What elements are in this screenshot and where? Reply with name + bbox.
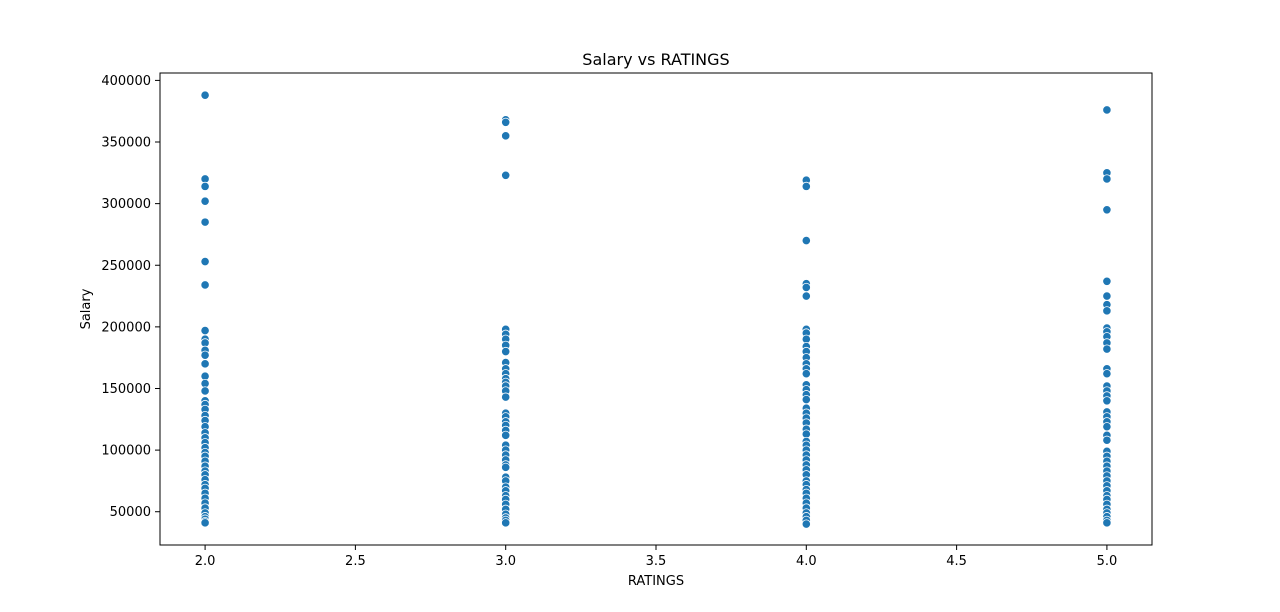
x-tick-label: 3.5 (646, 554, 667, 569)
data-point (501, 131, 511, 141)
data-point (200, 359, 210, 369)
y-axis-label: Salary (79, 288, 94, 329)
data-point (501, 518, 511, 528)
x-tick-label: 4.5 (946, 554, 967, 569)
data-point (1102, 518, 1112, 528)
data-point (200, 325, 210, 336)
data-point (1102, 205, 1112, 215)
x-tick-label: 2.5 (345, 554, 366, 569)
x-tick-label: 5.0 (1097, 554, 1118, 569)
data-point (1102, 276, 1112, 286)
plot-area (160, 73, 1152, 545)
data-point (1102, 422, 1112, 432)
data-point (200, 181, 210, 191)
data-point (1102, 291, 1112, 301)
data-point (501, 430, 511, 440)
data-point (501, 346, 511, 357)
data-point (801, 369, 811, 379)
y-tick-label: 100000 (101, 444, 151, 459)
y-tick-label: 200000 (101, 320, 151, 335)
data-point (801, 291, 811, 301)
data-point (501, 462, 511, 472)
y-tick-label: 400000 (101, 74, 151, 89)
data-point (200, 280, 210, 290)
data-point (501, 392, 511, 402)
chart-title: Salary vs RATINGS (582, 50, 729, 69)
data-point (200, 386, 210, 396)
data-point (801, 519, 811, 529)
data-point (200, 518, 210, 528)
y-axis-ticks: 50000 100000 150000 200000 250000 300000 35000… (101, 74, 160, 520)
data-point (200, 196, 210, 206)
x-tick-label: 2.0 (195, 554, 216, 569)
data-point (200, 350, 210, 360)
data-point (801, 236, 811, 246)
data-point (1102, 435, 1112, 445)
data-point (1102, 174, 1112, 184)
x-axis-ticks: 2.0 2.5 3.0 3.5 4.0 4.5 5.0 (195, 545, 1118, 569)
data-point (801, 282, 811, 293)
data-point (501, 117, 511, 127)
y-tick-label: 250000 (101, 259, 151, 274)
y-tick-label: 150000 (101, 382, 151, 397)
data-point (200, 256, 210, 267)
data-point (501, 170, 511, 180)
x-axis-label: RATINGS (628, 574, 684, 589)
data-point (200, 217, 210, 227)
data-point (200, 90, 210, 100)
x-tick-label: 4.0 (796, 554, 817, 569)
data-point (1102, 344, 1112, 354)
y-tick-label: 350000 (101, 136, 151, 151)
data-point (1102, 369, 1112, 379)
x-tick-label: 3.0 (495, 554, 516, 569)
y-tick-label: 50000 (110, 505, 151, 520)
data-point (801, 394, 811, 405)
data-point (1102, 105, 1112, 115)
y-tick-label: 300000 (101, 197, 151, 212)
data-point (1102, 306, 1112, 316)
data-points (200, 90, 1112, 529)
data-point (801, 181, 811, 191)
data-point (1102, 396, 1112, 406)
